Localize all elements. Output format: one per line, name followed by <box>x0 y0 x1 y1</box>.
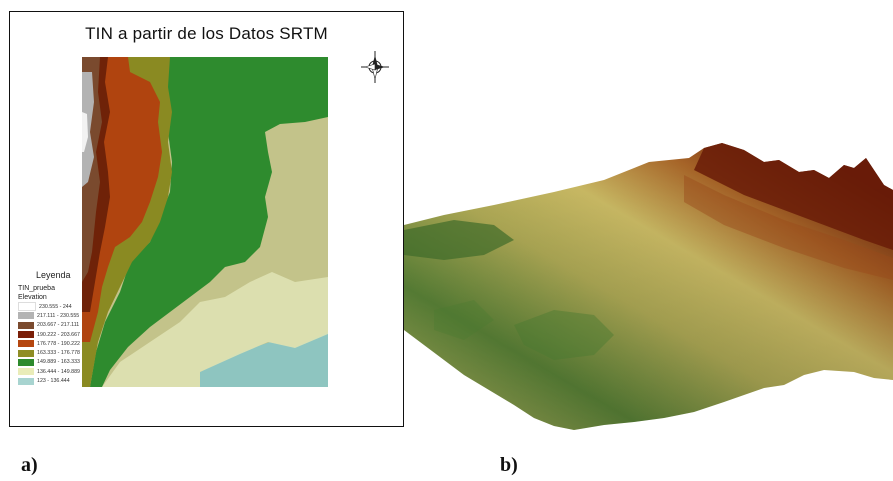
legend-item: 190.222 - 203.667 <box>18 330 128 339</box>
legend-label: 149.889 - 163.333 <box>37 359 81 366</box>
legend-item: 203.667 - 217.111 <box>18 321 128 330</box>
legend-item: 123 - 136.444 <box>18 376 128 385</box>
legend-swatch <box>18 302 36 312</box>
legend-item: 136.444 - 149.889 <box>18 367 128 376</box>
legend-swatch <box>18 358 34 366</box>
class-230-region <box>82 112 88 152</box>
legend-label: 190.222 - 203.667 <box>37 331 81 338</box>
class-217-region <box>82 72 94 187</box>
legend-item: 230.555 - 244 <box>18 302 128 312</box>
class-136-region <box>102 272 328 387</box>
map-legend: Leyenda TIN_prueba Elevation 230.555 - 2… <box>18 270 128 386</box>
class-lowest-region <box>200 332 328 387</box>
legend-swatch <box>18 349 34 357</box>
elevation-map <box>82 57 328 387</box>
legend-label: 123 - 136.444 <box>37 378 70 385</box>
legend-swatch <box>18 321 34 329</box>
map-layout-frame: TIN a partir de los Datos SRTM Leyenda T… <box>9 11 404 427</box>
legend-swatch <box>18 377 34 385</box>
legend-item: 176.778 - 190.222 <box>18 339 128 348</box>
legend-item: 163.333 - 176.778 <box>18 348 128 357</box>
terrain-3d-view <box>404 143 893 430</box>
compass-rose-icon <box>361 51 389 83</box>
legend-label: 163.333 - 176.778 <box>37 350 81 357</box>
legend-label: 230.555 - 244 <box>39 303 72 310</box>
legend-label: 176.778 - 190.222 <box>37 340 81 347</box>
legend-classes: 230.555 - 244 217.111 - 230.555 203.667 - … <box>18 302 128 386</box>
legend-title: Leyenda <box>36 270 71 280</box>
caption-b: b) <box>500 454 518 476</box>
legend-item: 217.111 - 230.555 <box>18 311 128 320</box>
legend-label: 136.444 - 149.889 <box>37 368 81 375</box>
legend-label: 203.667 - 217.111 <box>37 322 80 329</box>
caption-a: a) <box>21 454 38 476</box>
map-title: TIN a partir de los Datos SRTM <box>85 24 328 43</box>
legend-layer-name: TIN_prueba <box>18 285 55 292</box>
legend-swatch <box>18 331 34 339</box>
legend-swatch <box>18 368 34 376</box>
class-149-region <box>90 57 328 387</box>
legend-swatch <box>18 340 34 348</box>
legend-item: 149.889 - 163.333 <box>18 358 128 367</box>
legend-label: 217.111 - 230.555 <box>37 312 80 319</box>
legend-field-name: Elevation <box>18 294 47 301</box>
legend-swatch <box>18 312 34 320</box>
